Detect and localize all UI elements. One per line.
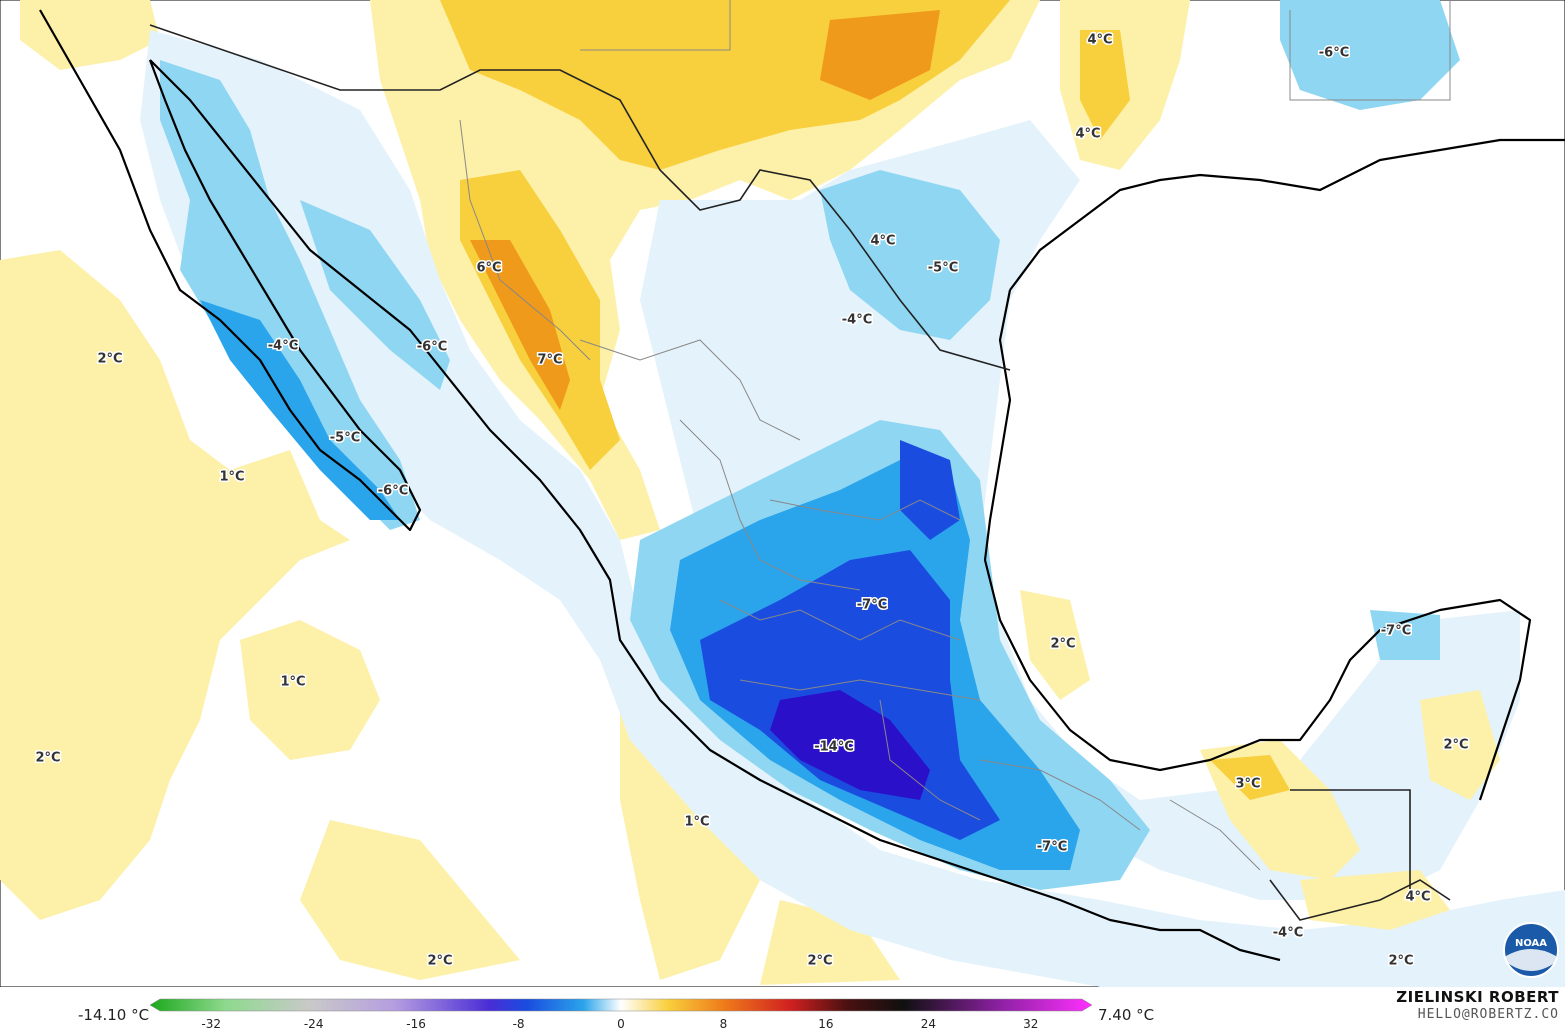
state-borders xyxy=(459,0,1451,871)
anomaly-label: -14°C xyxy=(814,740,854,755)
anomaly-labels: 4°C 4°C -6°C 6°C 7°C 4°C -5°C -4°C 2°C -4°C -6°C -5… xyxy=(34,31,1470,970)
scale-max-label: 7.40 °C xyxy=(1098,1006,1155,1024)
anomaly-label: 2°C xyxy=(1388,954,1413,969)
anomaly-label: 7°C xyxy=(537,353,562,368)
coastlines xyxy=(39,9,1565,962)
colorbar-tick: 0 xyxy=(617,1017,625,1031)
anomaly-label: 4°C xyxy=(870,234,895,249)
anomaly-label: 2°C xyxy=(35,751,60,766)
colorbar-tick: -32 xyxy=(201,1017,222,1031)
author-email: HELLO@ROBERTZ.CO xyxy=(1417,1007,1559,1022)
anomaly-label: -7°C xyxy=(857,598,887,613)
anomaly-label: 1°C xyxy=(684,815,709,830)
anomaly-label: 3°C xyxy=(1235,777,1260,792)
political-borders xyxy=(149,24,1451,921)
scale-min-label: -14.10 °C xyxy=(78,1006,150,1024)
colorbar-tick: -24 xyxy=(303,1017,324,1031)
temperature-anomaly-map: 4°C 4°C -6°C 6°C 7°C 4°C -5°C -4°C 2°C -4°C -6°C -5… xyxy=(0,0,1565,987)
anomaly-label: -4°C xyxy=(842,313,872,328)
anomaly-label: 2°C xyxy=(1443,738,1468,753)
colorbar-tick: -16 xyxy=(406,1017,426,1031)
noaa-logo-icon: NOAA xyxy=(1503,922,1559,978)
colorbar xyxy=(150,998,1092,1012)
anomaly-label: 2°C xyxy=(97,352,122,367)
anomaly-label: -5°C xyxy=(928,261,958,276)
colorbar-tick: 32 xyxy=(1023,1017,1039,1031)
anomaly-label: 2°C xyxy=(1050,637,1075,652)
anomaly-label: -4°C xyxy=(268,339,298,354)
anomaly-label: 2°C xyxy=(427,954,452,969)
legend-footer: -14.10 °C -32 -24 -16 -8 0 8 16 24 3 xyxy=(0,987,1565,1035)
colorbar-tick: 24 xyxy=(920,1017,936,1031)
anomaly-label: 4°C xyxy=(1405,890,1430,905)
anomaly-label: -5°C xyxy=(330,431,360,446)
anomaly-label: 1°C xyxy=(219,470,244,485)
anomaly-label: 2°C xyxy=(807,954,832,969)
noaa-logo-text: NOAA xyxy=(1515,938,1547,949)
anomaly-label: -4°C xyxy=(1273,926,1303,941)
warm-plume-north xyxy=(370,0,1190,540)
anomaly-label: 4°C xyxy=(1087,33,1112,48)
colorbar-tick: 8 xyxy=(719,1017,728,1031)
warm-anomaly-areas xyxy=(0,0,1090,985)
anomaly-label: -7°C xyxy=(1381,624,1411,639)
colorbar-tick: 16 xyxy=(818,1017,834,1031)
anomaly-label: 4°C xyxy=(1075,127,1100,142)
warm-anomaly-yucatan xyxy=(1200,690,1500,930)
anomaly-label: -7°C xyxy=(1037,840,1067,855)
author-credit: ZIELINSKI ROBERT xyxy=(1396,988,1559,1006)
anomaly-label: -6°C xyxy=(417,340,447,355)
colorbar-tick: -8 xyxy=(512,1017,525,1031)
cool-anomaly-areas xyxy=(140,0,1565,987)
anomaly-label: -6°C xyxy=(1319,46,1349,61)
anomaly-label: -6°C xyxy=(378,484,408,499)
anomaly-label: 1°C xyxy=(280,675,305,690)
anomaly-label: 6°C xyxy=(476,261,501,276)
